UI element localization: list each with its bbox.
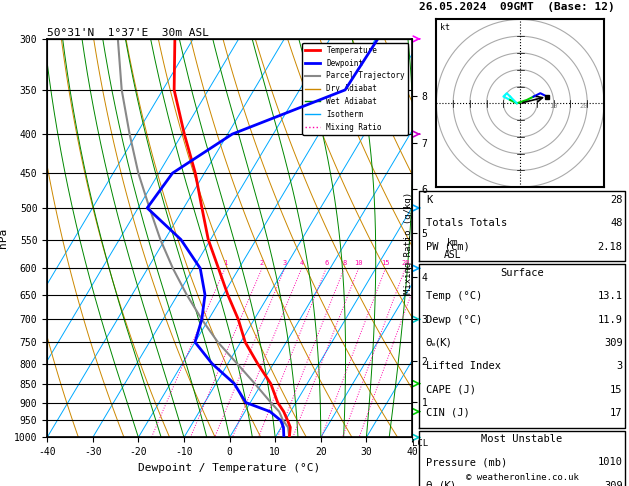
- Text: 26.05.2024  09GMT  (Base: 12): 26.05.2024 09GMT (Base: 12): [420, 2, 615, 13]
- Text: CIN (J): CIN (J): [426, 408, 470, 418]
- Y-axis label: hPa: hPa: [0, 228, 8, 248]
- Text: 50°31'N  1°37'E  30m ASL: 50°31'N 1°37'E 30m ASL: [47, 28, 209, 38]
- Text: 11.9: 11.9: [598, 314, 623, 325]
- Text: 48: 48: [610, 218, 623, 228]
- Text: Pressure (mb): Pressure (mb): [426, 457, 507, 468]
- Text: 20: 20: [401, 260, 409, 266]
- Text: 3: 3: [616, 361, 623, 371]
- Text: kt: kt: [440, 22, 450, 32]
- Text: 6: 6: [324, 260, 328, 266]
- Text: 1010: 1010: [598, 457, 623, 468]
- Text: 13.1: 13.1: [598, 291, 623, 301]
- X-axis label: Dewpoint / Temperature (°C): Dewpoint / Temperature (°C): [138, 463, 321, 473]
- Text: 15: 15: [381, 260, 390, 266]
- Text: Surface: Surface: [500, 268, 544, 278]
- Text: Totals Totals: Totals Totals: [426, 218, 507, 228]
- Text: 17: 17: [610, 408, 623, 418]
- Text: Lifted Index: Lifted Index: [426, 361, 501, 371]
- Text: 10: 10: [354, 260, 363, 266]
- Legend: Temperature, Dewpoint, Parcel Trajectory, Dry Adiabat, Wet Adiabat, Isotherm, Mi: Temperature, Dewpoint, Parcel Trajectory…: [302, 43, 408, 135]
- Text: LCL: LCL: [412, 438, 428, 448]
- Text: θₑ(K): θₑ(K): [426, 338, 452, 348]
- Y-axis label: km
ASL: km ASL: [444, 238, 462, 260]
- Text: Dewp (°C): Dewp (°C): [426, 314, 482, 325]
- Text: 8: 8: [342, 260, 347, 266]
- Text: © weatheronline.co.uk: © weatheronline.co.uk: [465, 473, 579, 482]
- Text: 2: 2: [260, 260, 264, 266]
- Text: 309: 309: [604, 481, 623, 486]
- Text: Temp (°C): Temp (°C): [426, 291, 482, 301]
- Text: CAPE (J): CAPE (J): [426, 384, 476, 395]
- Text: 3: 3: [282, 260, 287, 266]
- Text: Mixing Ratio (g/kg): Mixing Ratio (g/kg): [404, 192, 413, 294]
- Text: PW (cm): PW (cm): [426, 242, 470, 252]
- Text: K: K: [426, 195, 432, 205]
- Text: 309: 309: [604, 338, 623, 348]
- Text: 4: 4: [299, 260, 304, 266]
- Text: 28: 28: [610, 195, 623, 205]
- Text: θₑ (K): θₑ (K): [426, 481, 455, 486]
- Text: 2.18: 2.18: [598, 242, 623, 252]
- Text: 1: 1: [223, 260, 227, 266]
- Text: 10: 10: [550, 104, 558, 109]
- Text: Most Unstable: Most Unstable: [481, 434, 563, 444]
- Text: 15: 15: [610, 384, 623, 395]
- Text: 20: 20: [580, 104, 588, 109]
